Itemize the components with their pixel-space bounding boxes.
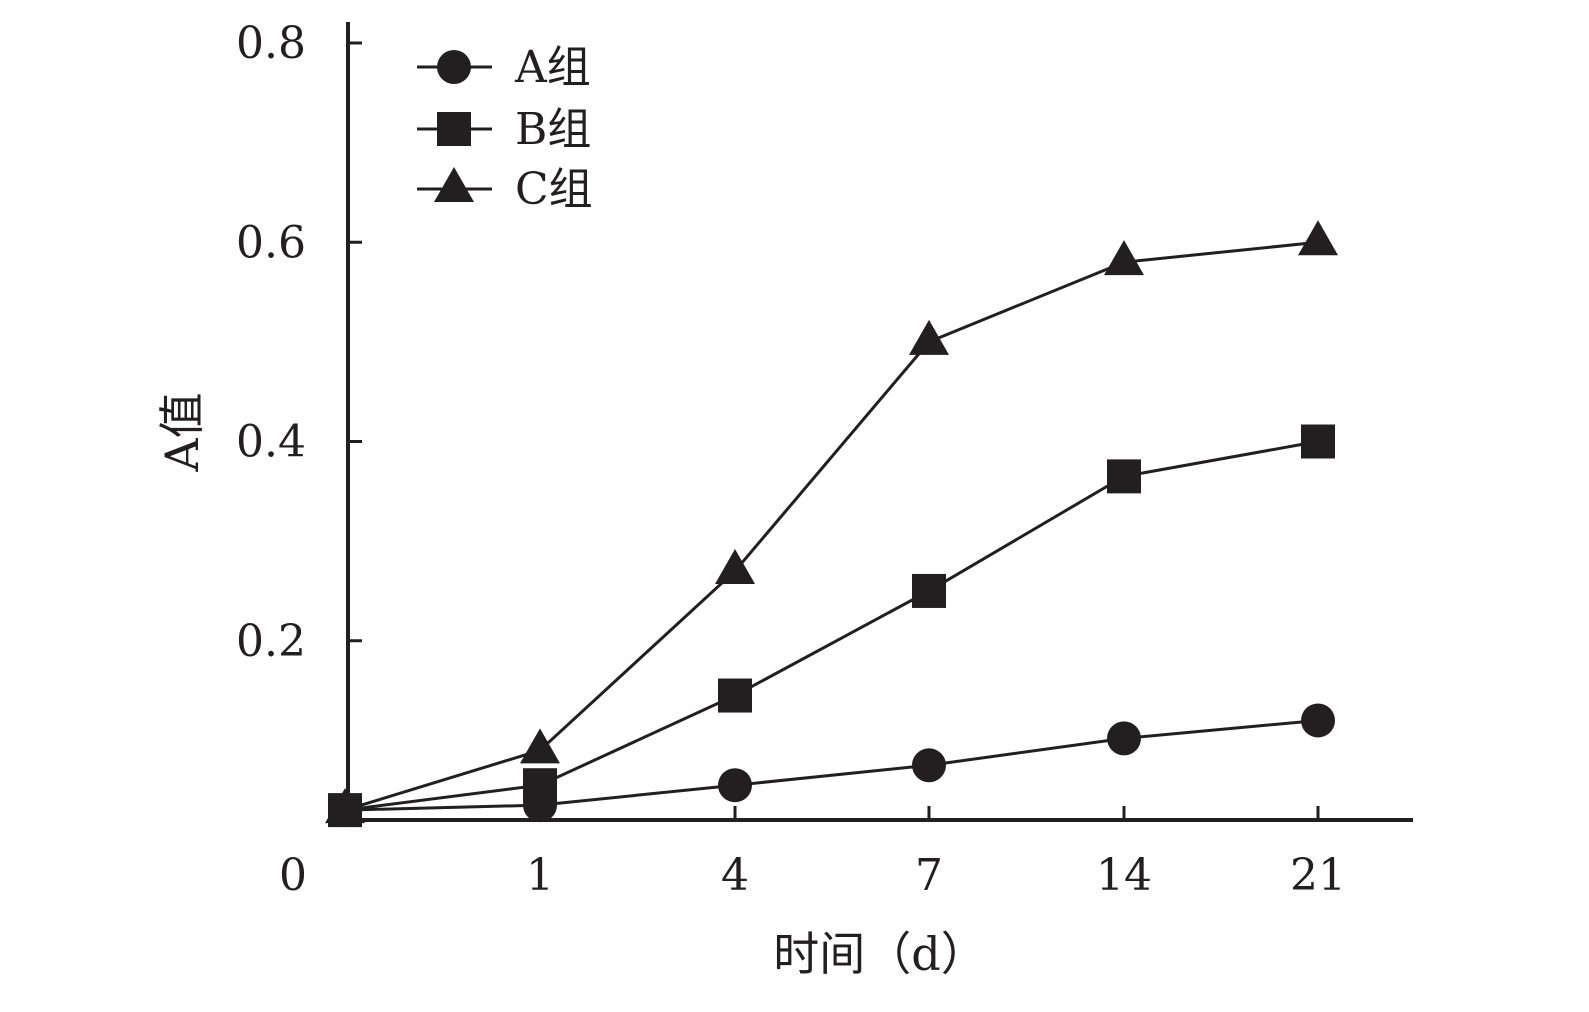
series-line <box>344 240 1319 812</box>
legend-label: B组 <box>515 104 591 155</box>
data-point-circle <box>1107 721 1141 756</box>
legend-marker-circle <box>437 50 471 84</box>
data-point-triangle <box>715 549 755 585</box>
series-layer <box>325 220 1338 828</box>
origin-label: 0 <box>279 850 307 901</box>
legend-label: A组 <box>514 42 591 93</box>
legend-item: A组 <box>417 42 591 93</box>
data-point-circle <box>912 748 946 783</box>
y-tick-label: 0.4 <box>236 417 306 468</box>
data-point-square <box>523 768 557 803</box>
legend-item: B组 <box>417 104 591 155</box>
series-line <box>344 718 1319 812</box>
data-point-circle <box>718 768 752 803</box>
x-axis-label: 时间（d） <box>773 927 986 981</box>
legend-item: C组 <box>417 164 593 215</box>
legend-marker-square <box>437 112 471 146</box>
data-point-square <box>1301 424 1335 459</box>
data-point-triangle <box>325 788 365 824</box>
x-tick-label: 4 <box>721 850 749 901</box>
legend: A组 B组 C组 <box>417 42 593 215</box>
x-tick-label: 1 <box>526 850 554 901</box>
x-tick-label: 14 <box>1096 850 1152 901</box>
y-axis-label: A值 <box>155 392 209 472</box>
data-point-square <box>912 573 946 608</box>
y-tick-label: 0.6 <box>236 217 306 268</box>
data-point-square <box>718 678 752 713</box>
series-circle <box>328 703 1335 828</box>
series-triangle <box>325 220 1338 824</box>
y-tick-label: 0.8 <box>236 18 306 69</box>
data-point-circle <box>1301 703 1335 738</box>
data-point-triangle <box>520 728 560 764</box>
y-tick-label: 0.2 <box>236 616 306 667</box>
legend-marker-triangle <box>434 167 474 202</box>
series-line <box>344 440 1319 812</box>
axes: 0.20.40.60.80 1 4 7 14 21 <box>236 18 1413 901</box>
series-square <box>328 424 1335 828</box>
data-point-triangle <box>1298 220 1338 256</box>
x-tick-label: 21 <box>1290 850 1346 901</box>
data-point-square <box>1107 459 1141 494</box>
x-tick-label: 7 <box>915 850 943 901</box>
legend-label: C组 <box>515 164 593 215</box>
data-point-triangle <box>909 319 949 355</box>
data-point-triangle <box>1104 240 1144 276</box>
